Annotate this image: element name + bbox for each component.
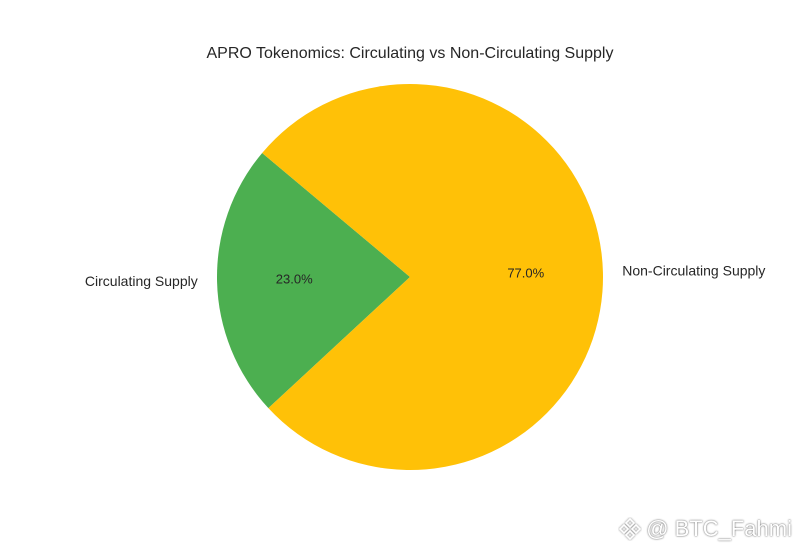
slice-label-0: Circulating Supply [85, 273, 198, 289]
pie-labels: Circulating Supply 23.0% Non-Circulating S… [85, 263, 766, 289]
watermark-text: @ BTC_Fahmi [646, 516, 792, 541]
pie-slice-0 [216, 152, 410, 409]
binance-logo-icon [619, 517, 642, 541]
watermark: @ BTC_Fahmi [618, 516, 792, 542]
slice-label-1: Non-Circulating Supply [622, 263, 765, 279]
slice-percent-label-0: 23.0% [276, 271, 313, 286]
pie-slice-1 [262, 83, 603, 471]
slice-percent-label-1: 77.0% [507, 266, 544, 281]
chart-title: APRO Tokenomics: Circulating vs Non-Circ… [207, 45, 614, 62]
pie-slices [216, 83, 603, 471]
